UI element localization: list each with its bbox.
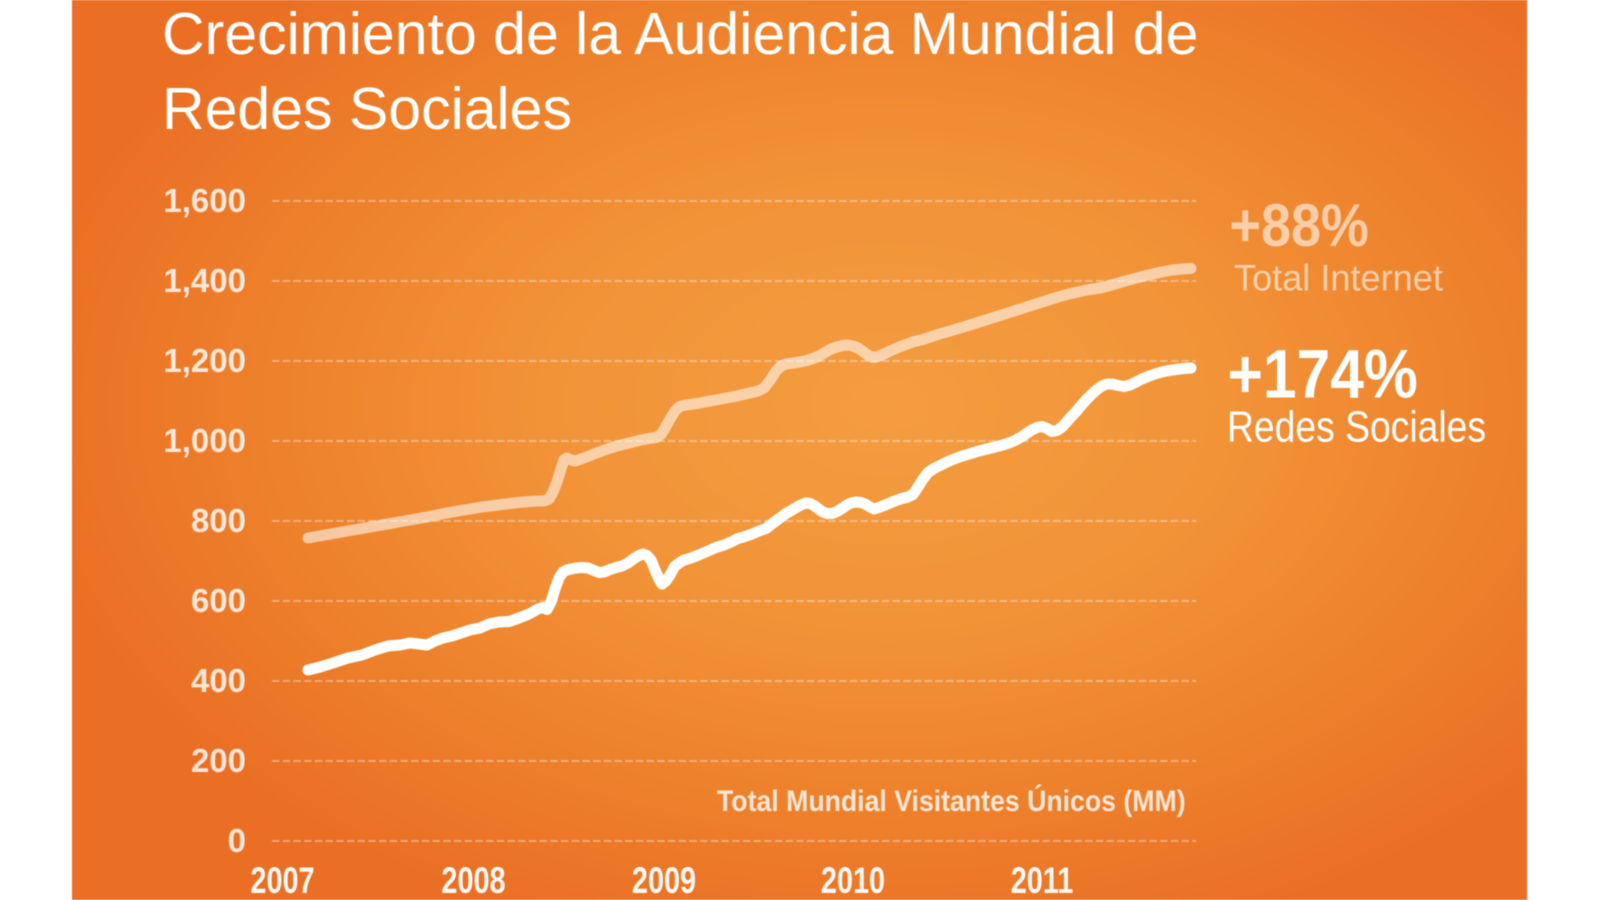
svg-text:2009: 2009 [632, 861, 696, 900]
svg-text:200: 200 [191, 742, 246, 779]
svg-text:800: 800 [191, 502, 246, 539]
svg-text:+174%: +174% [1228, 335, 1418, 413]
svg-text:1,200: 1,200 [163, 342, 246, 379]
svg-text:2011: 2011 [1011, 861, 1074, 900]
svg-text:600: 600 [191, 582, 246, 619]
svg-text:1,600: 1,600 [163, 182, 246, 219]
svg-text:2007: 2007 [250, 861, 314, 900]
svg-text:Total Mundial Visitantes Único: Total Mundial Visitantes Únicos (MM) [717, 785, 1186, 819]
svg-text:2010: 2010 [821, 861, 885, 900]
svg-text:1,000: 1,000 [163, 422, 246, 459]
svg-text:+88%: +88% [1230, 192, 1369, 260]
svg-text:0: 0 [228, 822, 246, 859]
svg-text:400: 400 [191, 662, 246, 699]
svg-text:2008: 2008 [441, 861, 505, 900]
svg-text:Redes Sociales: Redes Sociales [1227, 402, 1486, 451]
svg-text:1,400: 1,400 [163, 262, 246, 299]
svg-text:Total Internet: Total Internet [1234, 257, 1443, 298]
